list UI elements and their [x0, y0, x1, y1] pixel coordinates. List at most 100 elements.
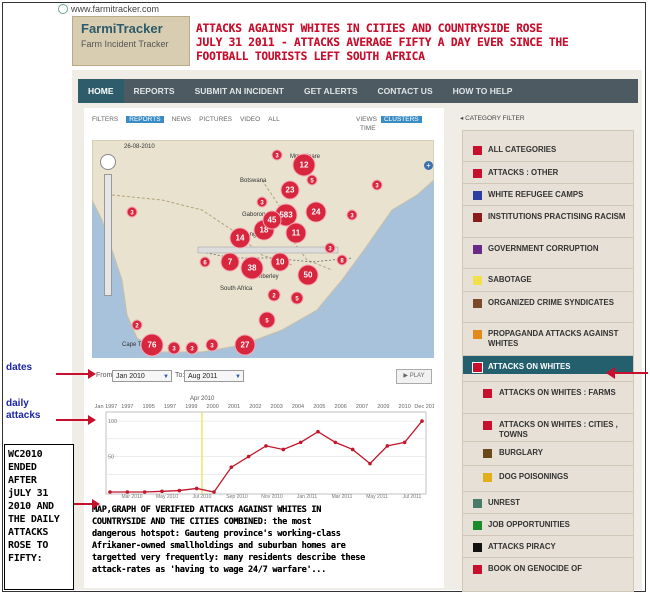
cluster-marker[interactable] — [140, 333, 164, 357]
category-item[interactable]: ATTACKS PIRACY — [463, 535, 633, 554]
category-item[interactable]: DOG POISONINGS — [463, 465, 633, 484]
to-select[interactable]: Aug 2011 ▼ — [184, 370, 244, 382]
cluster-marker[interactable] — [270, 252, 290, 272]
nav-submit-incident[interactable]: SUBMIT AN INCIDENT — [194, 86, 284, 96]
zoom-control[interactable] — [98, 152, 116, 302]
category-item[interactable]: SABOTAGE — [463, 268, 633, 287]
category-item[interactable]: PROPAGANDA ATTACKS AGAINST WHITES — [463, 322, 633, 349]
cluster-marker[interactable] — [297, 264, 319, 286]
category-item[interactable]: JOB OPPORTUNITIES — [463, 513, 633, 532]
filter-reports[interactable]: REPORTS — [126, 116, 164, 123]
cluster-marker[interactable] — [229, 227, 251, 249]
cluster-count: 8 — [340, 259, 344, 265]
category-filter-title[interactable]: ◂ CATEGORY FILTER — [460, 115, 525, 122]
url-bar[interactable]: www.farmitracker.com — [58, 4, 159, 14]
to-label: To: — [175, 372, 185, 379]
wc-note-line: WC2010 — [8, 449, 43, 460]
filter-all[interactable]: ALL — [268, 116, 280, 123]
play-button[interactable]: ▶ PLAY — [396, 369, 432, 384]
cluster-marker[interactable] — [292, 153, 316, 177]
data-point — [160, 489, 164, 494]
cluster-marker[interactable] — [167, 341, 181, 355]
wc-note-line: AFTER — [8, 475, 37, 486]
cluster-marker[interactable] — [290, 291, 304, 305]
data-point — [385, 444, 390, 448]
cluster-marker[interactable] — [336, 254, 348, 266]
timeline-chart[interactable]: Jan 1997 1997 1995 1997 1999 2000 2001 2002 2003… — [92, 392, 438, 500]
filter-video[interactable]: VIDEO — [239, 116, 261, 123]
cluster-marker[interactable] — [346, 209, 358, 221]
cluster-marker[interactable] — [324, 242, 336, 254]
caption-line: Afrikaner-owned smallholdings and suburb… — [92, 541, 346, 551]
border-line — [111, 194, 293, 266]
view-time[interactable]: TIME — [360, 125, 376, 132]
nav-contact-us[interactable]: CONTACT US — [377, 86, 433, 96]
category-swatch — [473, 521, 482, 530]
view-clusters[interactable]: CLUSTERS — [380, 116, 422, 123]
category-swatch — [483, 421, 492, 430]
from-label: From: — [96, 372, 115, 379]
cluster-marker[interactable] — [271, 149, 283, 161]
category-item[interactable]: BURGLARY — [463, 441, 633, 460]
nav-how-to-help[interactable]: HOW TO HELP — [452, 86, 513, 96]
chevron-down-icon: ▼ — [235, 374, 241, 380]
category-label: WHITE REFUGEE CAMPS — [488, 190, 584, 199]
cluster-marker[interactable] — [234, 334, 256, 356]
filter-pictures[interactable]: PICTURES — [199, 116, 232, 123]
site-logo[interactable]: FarmiTracker Farm Incident Tracker — [72, 16, 190, 66]
cluster-marker[interactable] — [199, 256, 211, 268]
cluster-count: 3 — [260, 201, 264, 207]
cluster-marker[interactable] — [185, 341, 199, 355]
data-point — [350, 447, 355, 452]
from-select[interactable]: Jan 2010 ▼ — [112, 370, 172, 382]
views-label: VIEWS — [356, 116, 377, 123]
category-item[interactable]: ATTACKS ON WHITES — [463, 355, 633, 374]
category-item[interactable]: UNREST — [463, 491, 633, 510]
category-item[interactable]: WHITE REFUGEE CAMPS — [463, 183, 633, 202]
cluster-marker[interactable] — [131, 319, 143, 331]
category-item[interactable]: ATTACKS ON WHITES : FARMS — [463, 381, 633, 408]
cluster-marker[interactable] — [126, 206, 138, 218]
nav-home[interactable]: HOME — [78, 79, 124, 103]
cluster-marker[interactable] — [220, 252, 240, 272]
cluster-marker[interactable] — [256, 196, 268, 208]
category-item[interactable]: GOVERNMENT CORRUPTION — [463, 237, 633, 264]
nav-reports[interactable]: REPORTS — [133, 86, 175, 96]
category-item[interactable]: ALL CATEGORIES — [463, 139, 633, 157]
map[interactable]: MmadinareBotswanaGaboroneMafikengSouth A… — [92, 140, 434, 358]
caption: MAP,GRAPH OF VERIFIED ATTACKS AGAINST WH… — [92, 504, 437, 576]
cluster-marker[interactable] — [305, 201, 327, 223]
y-tick-label: 50 — [108, 455, 114, 461]
cluster-marker[interactable] — [280, 180, 300, 200]
data-point — [316, 429, 320, 434]
year-tick-label: 2001 — [228, 404, 240, 410]
category-label: ATTACKS ON WHITES : CITIES , TOWNS — [499, 420, 618, 439]
cluster-marker[interactable] — [262, 210, 282, 230]
cluster-marker[interactable] — [306, 174, 318, 186]
map-expand-icon[interactable]: + — [424, 161, 433, 170]
cluster-marker[interactable] — [371, 179, 383, 191]
category-label: ATTACKS : OTHER — [488, 168, 559, 177]
category-swatch — [473, 299, 482, 308]
pan-control-icon[interactable] — [100, 154, 116, 170]
category-item[interactable]: ATTACKS : OTHER — [463, 161, 633, 180]
category-item[interactable]: INSTITUTIONS PRACTISING RACISM — [463, 205, 633, 232]
globe-icon — [58, 4, 68, 14]
cluster-marker[interactable] — [240, 256, 264, 280]
cluster-marker[interactable] — [267, 288, 281, 302]
nav-get-alerts[interactable]: GET ALERTS — [304, 86, 358, 96]
zoom-slider[interactable] — [104, 174, 112, 296]
category-item[interactable]: ATTACKS ON WHITES : CITIES , TOWNS — [463, 413, 633, 440]
filter-news[interactable]: NEWS — [171, 116, 192, 123]
logo-subtitle: Farm Incident Tracker — [81, 39, 169, 49]
cluster-marker[interactable] — [285, 222, 307, 244]
cluster-marker[interactable] — [258, 311, 276, 329]
cluster-marker[interactable] — [205, 338, 219, 352]
map-canvas: MmadinareBotswanaGaboroneMafikengSouth A… — [92, 140, 434, 357]
category-item[interactable]: ORGANIZED CRIME SYNDICATES — [463, 291, 633, 318]
cluster-count: 76 — [148, 341, 157, 350]
category-label: UNREST — [488, 498, 521, 507]
category-item[interactable]: BOOK ON GENOCIDE OF — [463, 557, 633, 576]
y-tick-label: 100 — [108, 419, 117, 425]
category-swatch — [473, 245, 482, 254]
